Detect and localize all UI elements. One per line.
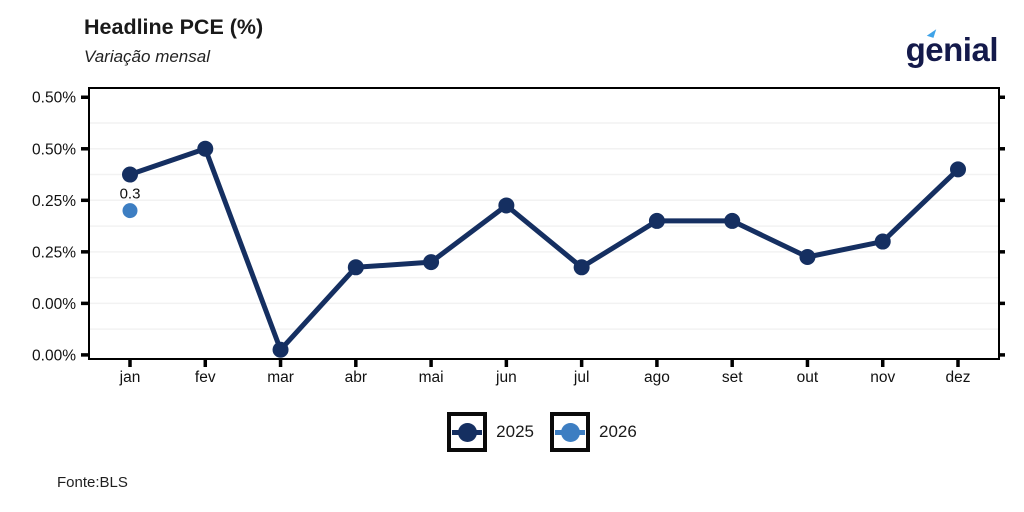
x-axis-label: jun — [495, 369, 517, 386]
y-axis-label: 0.25% — [32, 193, 76, 210]
legend-label-2025: 2025 — [496, 422, 534, 441]
line-chart: 0.50% 0.50% 0.25% 0.25% 0.00% 0.00% jan fev mar a… — [32, 90, 1005, 386]
data-point-2025-ago — [648, 212, 665, 229]
legend: 2025 2026 — [88, 412, 996, 452]
data-point-2025-mai — [423, 254, 440, 271]
data-point-2025-mar — [272, 341, 289, 358]
y-axis-label: 0.50% — [32, 90, 76, 107]
data-point-2025-jul — [573, 259, 590, 276]
legend-marker-2025 — [447, 412, 488, 452]
title-block: Headline PCE (%) Variação mensal — [84, 14, 263, 67]
data-point-2025-fev — [197, 140, 214, 157]
x-axis-label: jan — [119, 369, 141, 386]
x-axis-label: set — [722, 369, 743, 386]
y-axis-label: 0.50% — [32, 141, 76, 158]
series-line-2025 — [127, 146, 961, 353]
x-axis-label: fev — [195, 369, 216, 386]
x-axis-label: dez — [946, 369, 971, 386]
data-point-2025-jan — [122, 166, 138, 183]
data-point-2025-out — [799, 248, 816, 265]
data-point-2025-abr — [347, 259, 364, 276]
source-note: Fonte:BLS — [57, 474, 128, 491]
data-point-2025-dez — [950, 161, 966, 178]
legend-item-2026: 2026 — [550, 412, 637, 452]
x-axis-label: nov — [870, 369, 895, 386]
data-label: 0.3 — [120, 186, 141, 203]
x-axis-label: ago — [644, 369, 670, 386]
logo-text: genial — [905, 31, 999, 68]
data-point-2025-set — [724, 212, 741, 229]
legend-dot-swatch — [457, 422, 477, 442]
data-point-2025-nov — [874, 233, 891, 250]
y-axis-label: 0.00% — [32, 296, 76, 313]
chart-subtitle: Variação mensal — [84, 46, 210, 66]
legend-label-2026: 2026 — [599, 422, 637, 441]
x-axis-label: mai — [419, 369, 444, 386]
chart-title: Headline PCE (%) — [84, 15, 264, 39]
genial-logo: genial — [905, 27, 999, 68]
y-axis-label: 0.25% — [32, 244, 76, 261]
y-axis-label: 0.00% — [32, 347, 76, 364]
data-point-2025-jun — [498, 197, 515, 214]
x-axis-label: abr — [345, 369, 367, 386]
data-point-2026-jan — [122, 203, 138, 219]
legend-dot-swatch — [560, 422, 580, 442]
legend-item-2025: 2025 — [447, 412, 534, 452]
x-axis-label: out — [797, 369, 819, 386]
legend-marker-2026 — [550, 412, 590, 452]
x-axis-label: jul — [573, 369, 590, 386]
x-axis-label: mar — [267, 369, 294, 386]
plot-area: 0.50% 0.50% 0.25% 0.25% 0.00% 0.00% jan fev mar a… — [32, 87, 1005, 386]
